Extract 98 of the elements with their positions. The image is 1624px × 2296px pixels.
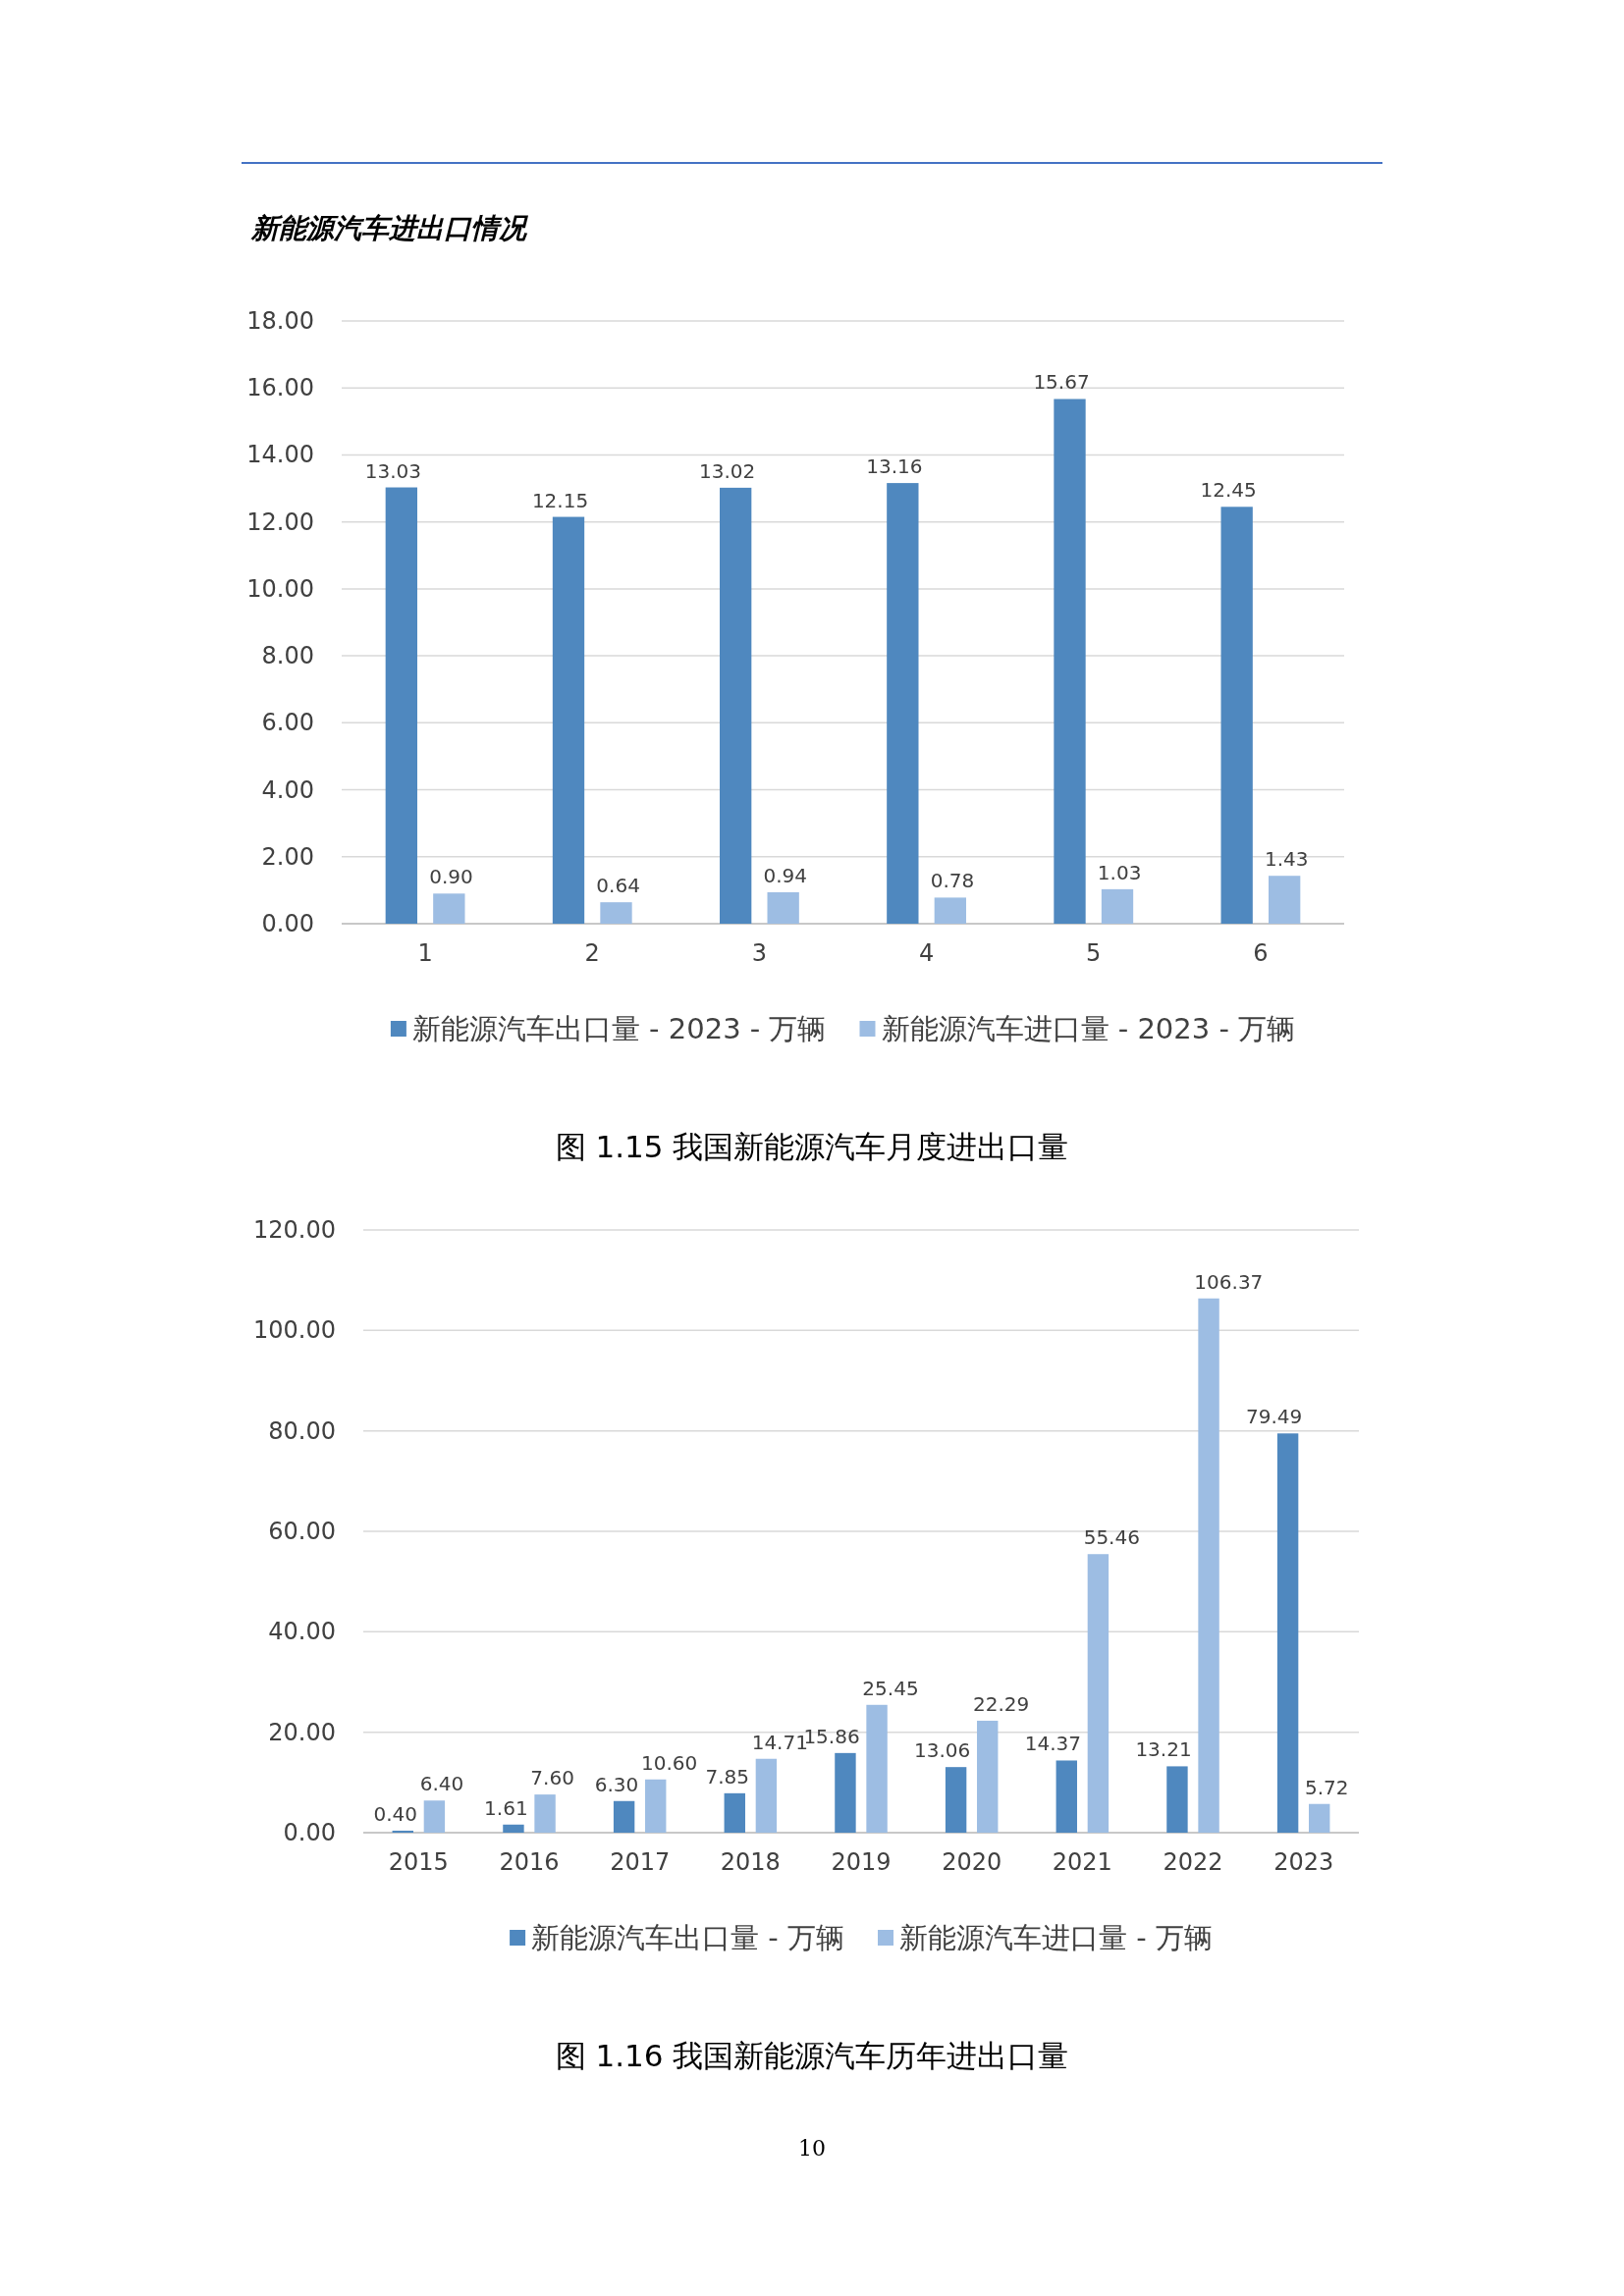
bar [835, 1752, 856, 1833]
data-label: 6.40 [419, 1772, 464, 1796]
bar [433, 893, 465, 924]
bar [1087, 1554, 1110, 1833]
bar [724, 1792, 745, 1833]
x-tick-label: 2023 [1273, 1848, 1334, 1876]
legend-label: 新能源汽车出口量 - 2023 - 万辆 [411, 1012, 827, 1045]
y-tick-label: 12.00 [246, 507, 314, 536]
data-label: 5.72 [1305, 1775, 1349, 1799]
x-tick-label: 2021 [1052, 1848, 1112, 1876]
data-label: 25.45 [862, 1676, 919, 1700]
bar [392, 1830, 413, 1833]
x-tick-label: 5 [1086, 939, 1102, 967]
y-tick-label: 6.00 [261, 709, 314, 737]
data-label: 15.67 [1033, 370, 1090, 395]
x-tick-label: 2022 [1163, 1848, 1223, 1876]
data-label: 106.37 [1194, 1269, 1264, 1294]
y-tick-label: 100.00 [253, 1316, 336, 1345]
bar [1056, 1760, 1077, 1833]
bar [1276, 1433, 1299, 1833]
text: 10 [798, 2135, 826, 2161]
data-label: 1.43 [1265, 847, 1309, 872]
y-tick-label: 8.00 [261, 642, 314, 670]
x-tick-label: 2 [584, 939, 600, 967]
y-tick-label: 0.00 [283, 1819, 336, 1846]
bar [503, 1824, 524, 1833]
data-label: 0.64 [596, 874, 640, 898]
bar [1101, 888, 1134, 924]
bar [534, 1794, 556, 1833]
y-tick-label: 16.00 [246, 374, 314, 402]
y-tick-label: 0.00 [261, 910, 314, 937]
data-label: 79.49 [1246, 1405, 1303, 1429]
data-label: 55.46 [1083, 1525, 1140, 1550]
x-tick-label: 1 [417, 939, 433, 967]
data-label: 13.21 [1135, 1737, 1192, 1762]
y-tick-label: 2.00 [261, 842, 314, 871]
x-tick-label: 2016 [499, 1848, 560, 1876]
data-label: 0.78 [930, 869, 975, 893]
data-label: 6.30 [594, 1772, 639, 1796]
data-label: 1.61 [484, 1795, 528, 1820]
bar [767, 891, 799, 924]
data-label: 1.03 [1097, 860, 1142, 884]
chart-title: 新能源汽车进出口情况 [250, 212, 529, 244]
x-tick-label: 2018 [720, 1848, 781, 1876]
data-label: 13.03 [364, 458, 421, 483]
x-tick-label: 2019 [831, 1848, 892, 1876]
bar [934, 897, 966, 924]
data-label: 10.60 [641, 1750, 698, 1775]
legend-label: 新能源汽车进口量 - 2023 - 万辆 [881, 1012, 1296, 1045]
y-tick-label: 20.00 [268, 1718, 336, 1746]
data-label: 22.29 [973, 1691, 1030, 1716]
caption: 图 1.15 我国新能源汽车月度进出口量 [555, 1129, 1069, 1164]
bar [755, 1758, 778, 1833]
y-tick-label: 14.00 [246, 441, 314, 469]
bar [1166, 1766, 1188, 1833]
x-tick-label: 2015 [388, 1848, 449, 1876]
bar [600, 902, 632, 924]
data-label: 13.02 [699, 458, 756, 483]
x-tick-label: 4 [918, 939, 935, 967]
legend-label: 新能源汽车出口量 - 万辆 [531, 1921, 844, 1954]
data-label: 13.16 [866, 454, 923, 479]
data-label: 0.90 [429, 865, 473, 889]
x-tick-label: 6 [1253, 939, 1269, 967]
bar [552, 516, 585, 924]
data-label: 14.37 [1024, 1732, 1081, 1756]
caption: 图 1.16 我国新能源汽车历年进出口量 [555, 2038, 1069, 2073]
data-label: 0.94 [763, 863, 808, 887]
x-tick-label: 2020 [942, 1848, 1002, 1876]
bar [645, 1779, 667, 1833]
legend-label: 新能源汽车进口量 - 万辆 [899, 1921, 1213, 1954]
bar [1269, 876, 1301, 924]
y-tick-label: 120.00 [253, 1216, 336, 1244]
data-label: 13.06 [914, 1738, 971, 1763]
bar [613, 1800, 635, 1834]
bar [423, 1800, 446, 1833]
y-tick-label: 60.00 [268, 1518, 336, 1545]
bar [1309, 1803, 1330, 1833]
bar [1054, 399, 1086, 924]
data-label: 12.45 [1200, 478, 1257, 503]
bar [866, 1704, 888, 1833]
y-tick-label: 10.00 [246, 574, 314, 603]
data-label: 7.85 [705, 1764, 749, 1789]
data-label: 12.15 [531, 488, 589, 512]
y-tick-label: 80.00 [268, 1416, 336, 1445]
data-label: 7.60 [530, 1766, 574, 1790]
bar [385, 487, 417, 924]
bar [977, 1720, 999, 1833]
y-tick-label: 40.00 [268, 1618, 336, 1646]
x-tick-label: 3 [751, 939, 768, 967]
y-tick-label: 18.00 [246, 307, 314, 335]
bar [1220, 507, 1253, 924]
data-label: 0.40 [373, 1801, 417, 1826]
bar [887, 483, 919, 924]
y-tick-label: 4.00 [261, 775, 314, 804]
bar [945, 1767, 967, 1833]
x-tick-label: 2017 [610, 1848, 671, 1876]
bar [720, 487, 752, 924]
bar [1198, 1298, 1219, 1833]
